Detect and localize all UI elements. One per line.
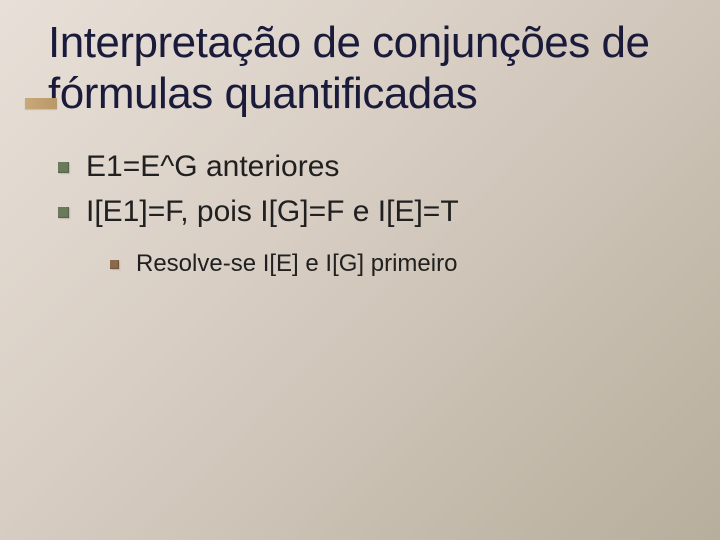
bullet-text: E1=E^G anteriores [86, 150, 339, 183]
list-item: Resolve-se I[E] e I[G] primeiro [136, 248, 692, 280]
bullet-text: I[E1]=F, pois I[G]=F e I[E]=T [86, 195, 459, 228]
title-accent-bar [25, 98, 57, 109]
list-item: E1=E^G anteriores [86, 147, 692, 188]
sub-bullet-text: Resolve-se I[E] e I[G] primeiro [136, 250, 457, 277]
bullet-list: E1=E^G anteriores I[E1]=F, pois I[G]=F e… [48, 147, 692, 280]
sub-bullet-list: Resolve-se I[E] e I[G] primeiro [86, 248, 692, 280]
title-wrap: Interpretação de conjunções de fórmulas … [48, 18, 692, 119]
list-item: I[E1]=F, pois I[G]=F e I[E]=T Resolve-se… [86, 192, 692, 281]
slide-title: Interpretação de conjunções de fórmulas … [48, 18, 692, 119]
slide: Interpretação de conjunções de fórmulas … [0, 0, 720, 540]
